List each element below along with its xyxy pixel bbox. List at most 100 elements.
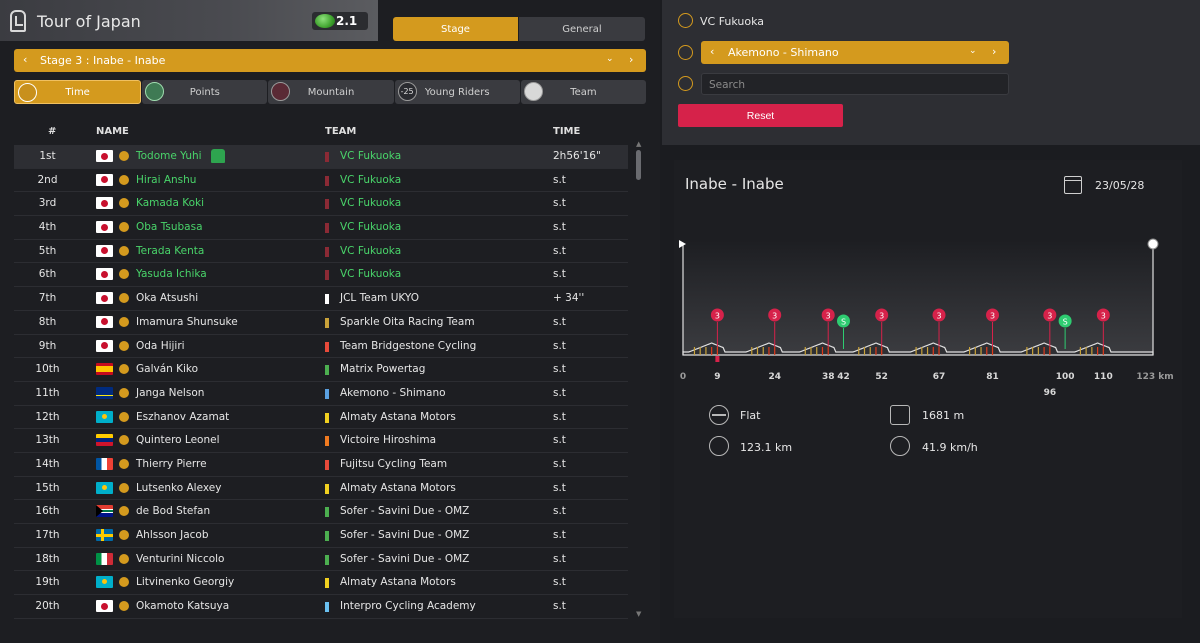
- table-row[interactable]: 12th Eszhanov Azamat Almaty Astana Motors s…: [14, 406, 628, 430]
- table-row[interactable]: 10th Galván Kiko Matrix Powertag s.t: [14, 358, 628, 382]
- sprint-icon[interactable]: [1058, 314, 1072, 328]
- rider-info-icon[interactable]: [119, 293, 129, 304]
- rider-info-icon[interactable]: [119, 482, 129, 493]
- team-name[interactable]: Sofer - Savini Due - OMZ: [340, 505, 470, 518]
- team-name[interactable]: VC Fukuoka: [340, 268, 402, 281]
- rider-name[interactable]: Oka Atsushi: [136, 292, 199, 305]
- tab-points[interactable]: Points: [142, 80, 268, 104]
- table-row[interactable]: 18th Venturini Niccolo Sofer - Savini Due …: [14, 548, 628, 572]
- table-row[interactable]: 19th Litvinenko Georgiy Almaty Astana Moto…: [14, 571, 628, 596]
- team-name[interactable]: VC Fukuoka: [340, 221, 402, 234]
- team-name[interactable]: JCL Team UKYO: [340, 292, 420, 305]
- tab-team[interactable]: Team: [520, 80, 647, 104]
- climb-category-icon[interactable]: [1043, 308, 1057, 322]
- table-row[interactable]: 3rd Kamada Koki VC Fukuoka s.t: [14, 192, 628, 217]
- rider-info-icon[interactable]: [119, 435, 129, 446]
- team-name[interactable]: VC Fukuoka: [340, 173, 402, 186]
- table-row[interactable]: 8th Imamura Shunsuke Sparkle Oita Racing T…: [14, 311, 628, 335]
- tab-mountain[interactable]: Mountain: [268, 80, 394, 104]
- table-row[interactable]: 17th Ahlsson Jacob Sofer - Savini Due - OM…: [14, 524, 628, 548]
- chevron-down-icon[interactable]: ⌄: [969, 46, 977, 56]
- rider-name[interactable]: Quintero Leonel: [136, 434, 220, 447]
- rider-info-icon[interactable]: [119, 269, 129, 280]
- team-name[interactable]: Sparkle Oita Racing Team: [340, 315, 475, 328]
- team-name[interactable]: Almaty Astana Motors: [340, 481, 456, 494]
- rider-name[interactable]: Terada Kenta: [136, 244, 205, 257]
- stage-selector[interactable]: ‹ Stage 3 : Inabe - Inabe ⌄ ›: [14, 49, 646, 72]
- search-input[interactable]: Search: [701, 73, 1009, 95]
- radio-team[interactable]: [678, 13, 693, 28]
- rider-name[interactable]: Yasuda Ichika: [136, 268, 207, 281]
- rider-info-icon[interactable]: [119, 222, 129, 233]
- results-scrollbar[interactable]: [636, 150, 641, 180]
- rider-name[interactable]: Imamura Shunsuke: [136, 315, 238, 328]
- radio-search[interactable]: [678, 76, 693, 91]
- team-name[interactable]: Fujitsu Cycling Team: [340, 457, 448, 470]
- climb-category-icon[interactable]: [932, 308, 946, 322]
- table-row[interactable]: 7th Oka Atsushi JCL Team UKYO + 34'': [14, 287, 628, 311]
- rider-name[interactable]: Kamada Koki: [136, 197, 205, 210]
- rider-info-icon[interactable]: [119, 458, 129, 469]
- team-name[interactable]: VC Fukuoka: [340, 197, 402, 210]
- scroll-down-icon[interactable]: ▼: [636, 610, 642, 618]
- rider-info-icon[interactable]: [119, 506, 129, 517]
- rider-name[interactable]: Venturini Niccolo: [136, 552, 225, 565]
- team-name[interactable]: Victoire Hiroshima: [340, 434, 437, 447]
- table-row[interactable]: 4th Oba Tsubasa VC Fukuoka s.t: [14, 216, 628, 240]
- radio-team-select[interactable]: [678, 45, 693, 60]
- table-row[interactable]: 16th de Bod Stefan Sofer - Savini Due - OM…: [14, 500, 628, 524]
- rider-name[interactable]: Lutsenko Alexey: [136, 481, 222, 494]
- team-name[interactable]: Interpro Cycling Academy: [340, 600, 476, 613]
- table-row[interactable]: 5th Terada Kenta VC Fukuoka s.t: [14, 240, 628, 264]
- tab-general[interactable]: General: [519, 17, 645, 41]
- team-name[interactable]: Matrix Powertag: [340, 363, 426, 376]
- rider-info-icon[interactable]: [119, 245, 129, 256]
- team-selector[interactable]: ‹ Akemono - Shimano ⌄ ›: [701, 41, 1009, 64]
- rider-info-icon[interactable]: [119, 316, 129, 327]
- team-name[interactable]: VC Fukuoka: [340, 244, 402, 257]
- rider-info-icon[interactable]: [119, 411, 129, 422]
- tab-young-riders[interactable]: -25 Young Riders: [394, 80, 520, 104]
- team-name[interactable]: VC Fukuoka: [340, 150, 402, 162]
- rider-info-icon[interactable]: [119, 553, 129, 564]
- rider-info-icon[interactable]: [119, 577, 129, 588]
- rider-name[interactable]: Todome Yuhi: [136, 150, 202, 162]
- rider-name[interactable]: Thierry Pierre: [136, 457, 207, 470]
- team-name[interactable]: Almaty Astana Motors: [340, 410, 456, 423]
- chevron-left-icon[interactable]: ‹: [710, 45, 715, 58]
- table-row[interactable]: 13th Quintero Leonel Victoire Hiroshima s.t: [14, 429, 628, 453]
- climb-category-icon[interactable]: [1096, 308, 1110, 322]
- table-row[interactable]: 1st Todome Yuhi VC Fukuoka 2h56'16": [14, 145, 628, 169]
- table-row[interactable]: 14th Thierry Pierre Fujitsu Cycling Team s.…: [14, 453, 628, 477]
- chevron-left-icon[interactable]: ‹: [23, 53, 28, 66]
- sprint-icon[interactable]: [836, 314, 850, 328]
- rider-name[interactable]: Litvinenko Georgiy: [136, 576, 235, 589]
- table-row[interactable]: 11th Janga Nelson Akemono - Shimano s.t: [14, 382, 628, 406]
- rider-name[interactable]: Janga Nelson: [136, 386, 205, 399]
- team-name[interactable]: Team Bridgestone Cycling: [340, 339, 477, 352]
- reset-button[interactable]: Reset: [678, 104, 843, 127]
- rider-name[interactable]: Okamoto Katsuya: [136, 600, 230, 613]
- chevron-right-icon[interactable]: ›: [992, 45, 997, 58]
- table-row[interactable]: 15th Lutsenko Alexey Almaty Astana Motors s…: [14, 477, 628, 501]
- rider-name[interactable]: de Bod Stefan: [136, 505, 211, 518]
- table-row[interactable]: 6th Yasuda Ichika VC Fukuoka s.t: [14, 263, 628, 288]
- tab-stage[interactable]: Stage: [393, 17, 518, 41]
- team-name[interactable]: Sofer - Savini Due - OMZ: [340, 552, 470, 565]
- climb-category-icon[interactable]: [986, 308, 1000, 322]
- climb-category-icon[interactable]: [821, 308, 835, 322]
- rider-info-icon[interactable]: [119, 198, 129, 209]
- scroll-up-icon[interactable]: ▲: [636, 140, 642, 148]
- team-name[interactable]: Akemono - Shimano: [340, 386, 446, 399]
- team-name[interactable]: Almaty Astana Motors: [340, 576, 456, 589]
- rider-name[interactable]: Eszhanov Azamat: [136, 410, 230, 423]
- rider-info-icon[interactable]: [119, 387, 129, 398]
- rider-name[interactable]: Hirai Anshu: [136, 173, 197, 186]
- rider-name[interactable]: Galván Kiko: [136, 363, 199, 376]
- rider-info-icon[interactable]: [119, 151, 129, 161]
- climb-category-icon[interactable]: [768, 308, 782, 322]
- table-row[interactable]: 9th Oda Hijiri Team Bridgestone Cycling s.t: [14, 335, 628, 359]
- rider-name[interactable]: Ahlsson Jacob: [136, 529, 209, 541]
- rider-name[interactable]: Oda Hijiri: [136, 339, 185, 352]
- rider-info-icon[interactable]: [119, 174, 129, 185]
